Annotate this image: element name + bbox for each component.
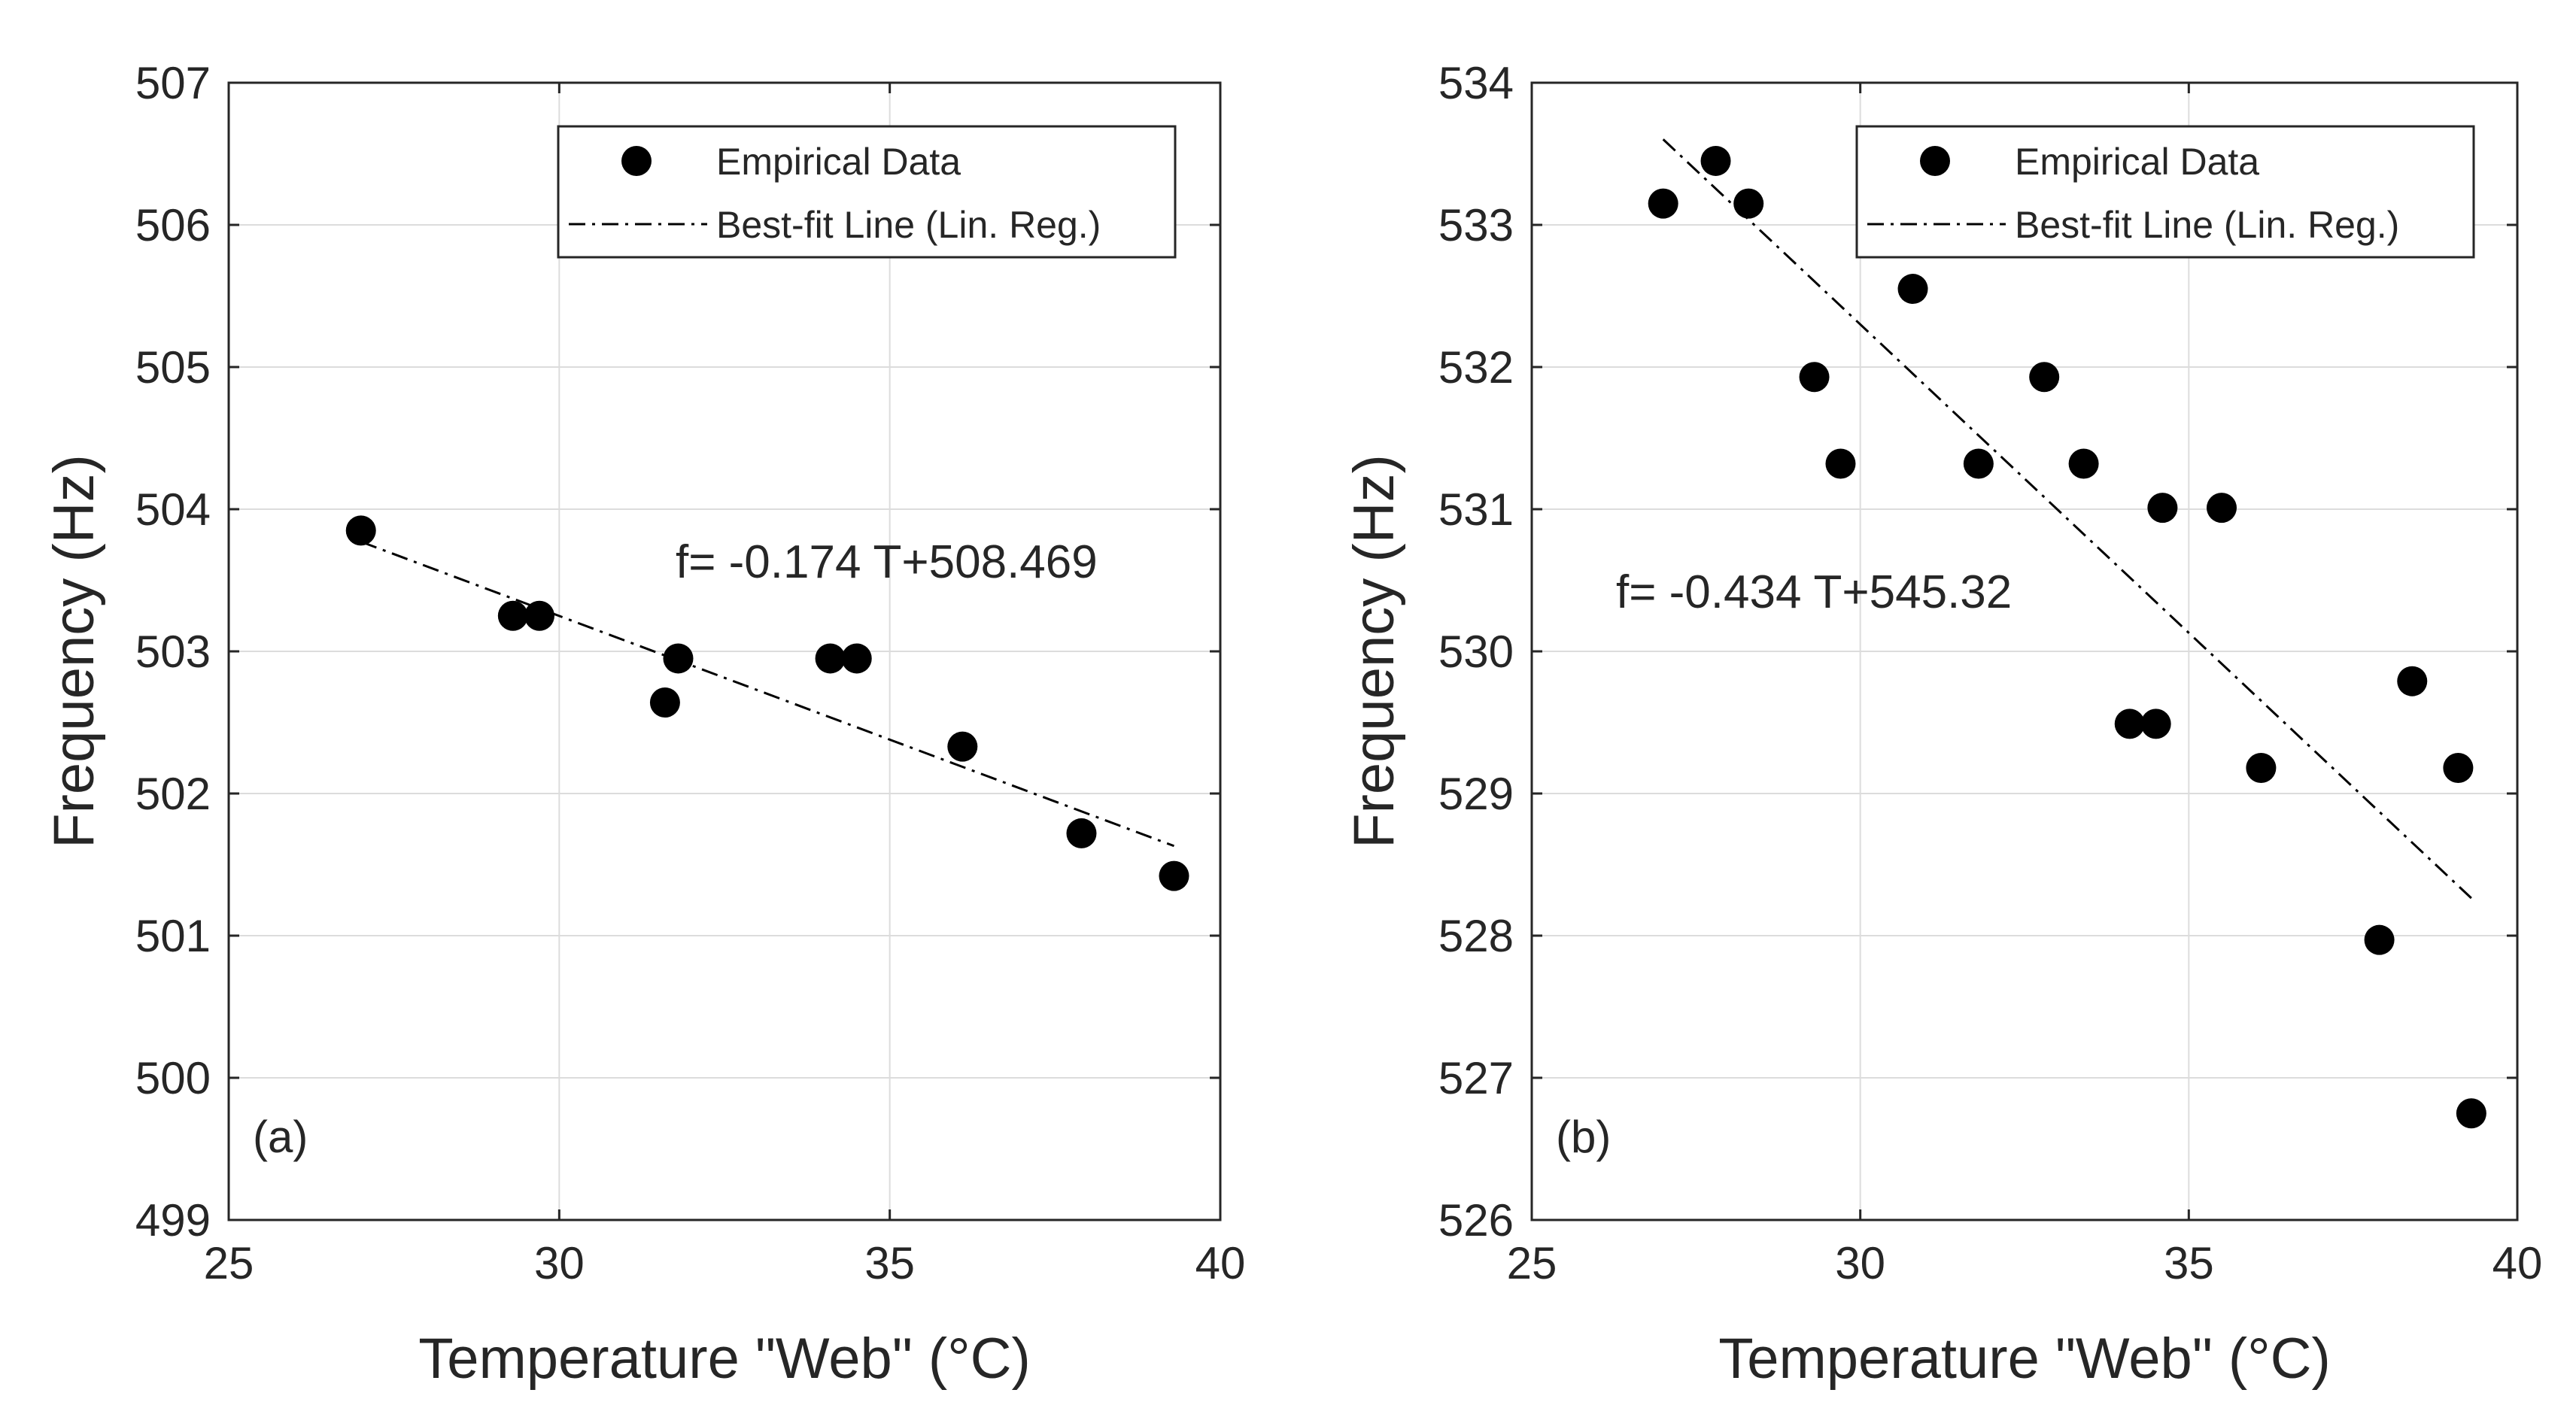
data-point [497,600,528,631]
legend-entry-fit: Best-fit Line (Lin. Reg.) [2015,204,2399,246]
x-tick-label: 30 [534,1238,585,1288]
legend-entry-empirical: Empirical Data [716,141,961,183]
y-tick-label: 527 [1438,1053,1514,1103]
legend: Empirical Data Best-fit Line (Lin. Reg.) [1855,125,2475,259]
y-tick-label: 500 [135,1053,211,1103]
y-tick-label: 528 [1438,911,1514,961]
y-tick-label: 505 [135,342,211,393]
data-point [1648,188,1678,219]
legend-marker-icon [1920,146,1950,176]
x-tick-label: 35 [2164,1238,2214,1288]
y-tick-label: 530 [1438,627,1514,677]
fit-equation: f= -0.434 T+545.32 [1616,566,2012,618]
data-point [2207,493,2237,523]
legend-box [557,125,1177,259]
data-point [841,643,872,674]
y-tick-label: 533 [1438,200,1514,250]
x-tick-label: 35 [864,1238,915,1288]
data-point [2114,709,2145,739]
data-point [2147,493,2178,523]
data-point [2443,752,2474,783]
panel-label: (b) [1556,1112,1611,1162]
y-tick-label: 507 [135,58,211,108]
data-point [2364,924,2395,955]
y-axis-label: Frequency (Hz) [42,454,106,848]
data-point [345,515,376,546]
best-fit-line [360,540,1175,848]
data-point [2246,752,2277,783]
data-point [815,643,846,674]
legend-marker-icon [621,146,652,176]
x-tick-label: 25 [1507,1238,1557,1288]
y-axis-label: Frequency (Hz) [1342,454,1406,848]
chart-panel-a: 25 30 35 40 499 500 501 502 503 504 505 506 507 Temp… [42,58,1245,1391]
data-point [663,643,694,674]
legend-box [1855,125,2475,259]
data-point [1159,860,1189,891]
data-point [1066,818,1097,848]
x-tick-label: 30 [1835,1238,1885,1288]
data-point [1733,188,1764,219]
data-point [2140,709,2171,739]
y-tick-label: 531 [1438,484,1514,535]
x-axis-label: Temperature "Web" (°C) [418,1327,1031,1391]
y-tick-label: 503 [135,627,211,677]
data-point [524,600,554,631]
data-point [1963,448,1994,479]
y-tick-label: 526 [1438,1195,1514,1246]
legend-entry-fit: Best-fit Line (Lin. Reg.) [716,204,1101,246]
best-fit-line [1662,138,2472,900]
y-tick-label: 501 [135,911,211,961]
data-point [2397,666,2428,696]
data-point [947,731,978,762]
y-tick-label: 504 [135,484,211,535]
data-point [2456,1098,2486,1129]
data-point [2068,448,2099,479]
chart-panel-b: 25 30 35 40 526 527 528 529 530 531 532 533 534 Temp… [1342,58,2542,1391]
legend-entry-empirical: Empirical Data [2015,141,2259,183]
data-point [1825,448,1856,479]
data-point [1897,274,1928,305]
data-point [1700,145,1731,176]
x-tick-label: 40 [2492,1238,2543,1288]
y-tick-label: 529 [1438,769,1514,819]
x-tick-label: 40 [1195,1238,1246,1288]
data-point [649,687,680,718]
y-tick-label: 532 [1438,342,1514,393]
data-point [2029,362,2060,393]
y-tick-label: 502 [135,769,211,819]
y-tick-label: 534 [1438,58,1514,108]
x-tick-label: 25 [204,1238,254,1288]
y-tick-label: 506 [135,200,211,250]
legend: Empirical Data Best-fit Line (Lin. Reg.) [557,125,1177,259]
y-tick-label: 499 [135,1195,211,1246]
data-point [1799,362,1830,393]
fit-equation: f= -0.174 T+508.469 [676,536,1098,588]
panel-label: (a) [253,1112,308,1162]
x-axis-label: Temperature "Web" (°C) [1718,1327,2331,1391]
